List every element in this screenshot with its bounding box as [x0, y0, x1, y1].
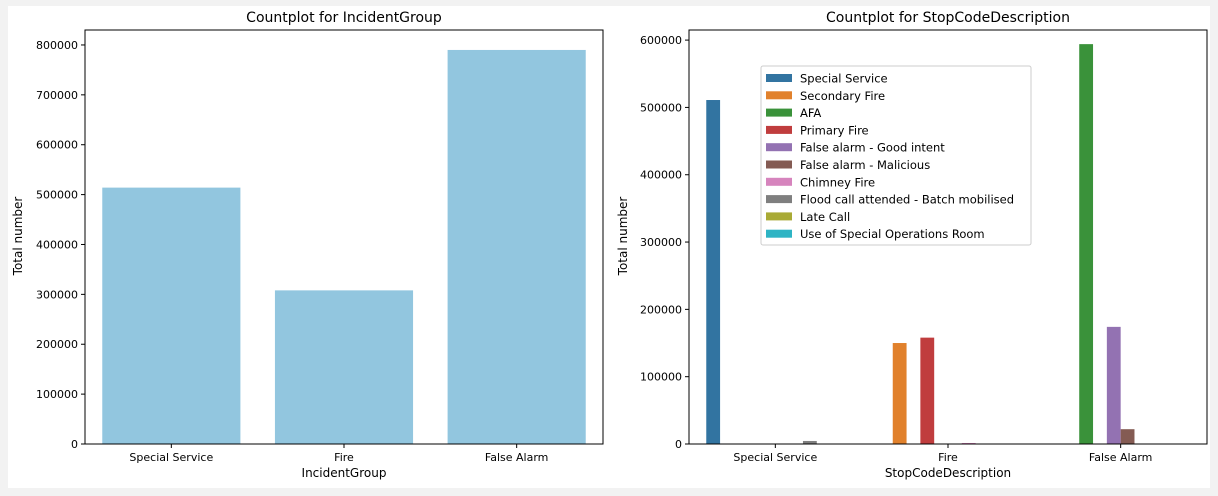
incidentgroup-y-tick-label: 300000 [36, 288, 78, 301]
incidentgroup-y-tick-label: 0 [71, 438, 78, 451]
legend-swatch-special-service [766, 74, 792, 82]
legend-frame [760, 65, 1032, 246]
incidentgroup-y-tick-label: 700000 [36, 89, 78, 102]
legend-swatch-use-of-special-operations-room [766, 229, 792, 238]
incidentgroup-x-ticks: Special Service Fire False Alarm [129, 444, 548, 464]
legend-swatch-secondary-fire [766, 91, 792, 100]
incidentgroup-y-tick-label: 400000 [36, 238, 78, 251]
incidentgroup-chart-title: Countplot for IncidentGroup [246, 10, 442, 26]
stopcode-y-tick-label: 100000 [640, 371, 682, 384]
stopcode-y-tick-label: 500000 [640, 101, 682, 114]
incidentgroup-y-tick-label: 200000 [36, 338, 78, 351]
legend-swatch-false-alarm-good-intent [766, 143, 792, 152]
legend-label-use-of-special-operations-room: Use of Special Operations Room [800, 227, 985, 241]
bar-false-alarm-false-alarm-malicious [1120, 429, 1135, 444]
incidentgroup-y-tick-label: 600000 [36, 139, 78, 152]
legend-label-secondary-fire: Secondary Fire [800, 89, 885, 103]
legend-swatch-chimney-fire [766, 177, 792, 186]
incidentgroup-y-tick-label: 500000 [36, 189, 78, 202]
incidentgroup-x-tick-label-false-alarm: False Alarm [485, 451, 548, 464]
incidentgroup-chart: Countplot for IncidentGroup IncidentGrou… [11, 10, 604, 480]
incidentgroup-x-tick-label-special-service: Special Service [129, 451, 213, 464]
stopcode-y-tick-label: 300000 [640, 236, 682, 249]
bar-fire-primary-fire [920, 337, 935, 444]
legend-swatch-false-alarm-malicious [766, 160, 792, 169]
stopcode-legend: Special Service Secondary Fire AFA Primary … [760, 65, 1032, 246]
bar-fire-chimney-fire [961, 442, 976, 444]
legend-label-false-alarm-good-intent: False alarm - Good intent [800, 141, 945, 155]
bar-special-service-special-service [706, 100, 721, 444]
stopcode-x-tick-label-false-alarm: False Alarm [1089, 451, 1152, 464]
bar-fire [274, 290, 414, 444]
stopcode-y-tick-label: 400000 [640, 169, 682, 182]
incidentgroup-y-tick-label: 100000 [36, 388, 78, 401]
stopcode-y-tick-label: 600000 [640, 34, 682, 47]
legend-swatch-late-call [766, 212, 792, 221]
legend-label-chimney-fire: Chimney Fire [800, 175, 875, 189]
stopcode-y-tick-label: 0 [675, 438, 682, 451]
stopcode-y-tick-label: 200000 [640, 303, 682, 316]
incidentgroup-axes-frame [84, 29, 604, 445]
bar-false-alarm-afa [1079, 44, 1094, 444]
legend-label-false-alarm-malicious: False alarm - Malicious [800, 158, 930, 172]
legend-label-afa: AFA [800, 106, 821, 120]
incidentgroup-bars [102, 49, 586, 445]
incidentgroup-y-ticks: 0 100000 200000 300000 400000 500000 600000 700… [36, 39, 85, 451]
incidentgroup-y-axis-label: Total number [11, 197, 25, 277]
incidentgroup-x-tick-label-fire: Fire [334, 451, 354, 464]
bar-special-service-flood-call-attended-batch-mobilised [802, 440, 817, 444]
legend-label-special-service: Special Service [800, 72, 888, 86]
stopcode-x-axis-label: StopCodeDescription [885, 466, 1011, 480]
stopcode-x-tick-label-fire: Fire [938, 451, 958, 464]
bar-false-alarm-false-alarm-good-intent [1106, 326, 1121, 444]
legend-label-late-call: Late Call [800, 210, 850, 224]
stopcode-chart: Countplot for StopCodeDescription StopCo… [616, 10, 1208, 480]
legend-label-flood-call-attended-batch-mobilised: Flood call attended - Batch mobilised [800, 193, 1014, 207]
stopcode-bars [706, 44, 1135, 444]
bar-special-service [102, 187, 241, 445]
stopcode-x-ticks: Special Service Fire False Alarm [733, 444, 1152, 464]
legend-swatch-flood-call-attended-batch-mobilised [766, 195, 792, 204]
stopcode-y-axis-label: Total number [616, 197, 630, 277]
incidentgroup-x-axis-label: IncidentGroup [302, 466, 387, 480]
stopcode-chart-title: Countplot for StopCodeDescription [826, 10, 1070, 26]
legend-swatch-primary-fire [766, 125, 792, 134]
bar-false-alarm [447, 49, 586, 444]
stopcode-x-tick-label-special-service: Special Service [733, 451, 817, 464]
bar-fire-secondary-fire [892, 343, 907, 444]
legend-swatch-afa [766, 108, 792, 117]
incidentgroup-y-tick-label: 800000 [36, 39, 78, 52]
stopcode-axes-frame [688, 29, 1208, 445]
stopcode-y-ticks: 0 100000 200000 300000 400000 500000 600000 [640, 34, 689, 451]
legend-label-primary-fire: Primary Fire [800, 123, 869, 137]
